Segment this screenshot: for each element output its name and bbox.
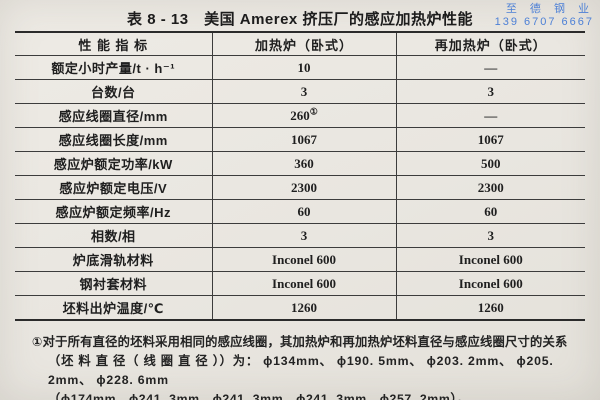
row-label: 感应炉额定电压/V xyxy=(15,175,212,200)
reheating-value: 3 xyxy=(395,79,585,104)
table-row: 感应线圈直径/mm 260① — xyxy=(15,103,585,128)
table-row: 炉底滑轨材料 Inconel 600 Inconel 600 xyxy=(15,247,585,272)
table-row: 额定小时产量/t · h⁻¹ 10 — xyxy=(15,55,585,80)
heating-value: Inconel 600 xyxy=(211,247,396,272)
performance-table: 性 能 指 标 加热炉（卧式） 再加热炉（卧式） 额定小时产量/t · h⁻¹ … xyxy=(15,31,585,321)
reheating-value: — xyxy=(395,103,585,128)
heating-value: 1067 xyxy=(211,127,396,152)
table-row: 台数/台 3 3 xyxy=(15,79,585,104)
heating-value: 1260 xyxy=(211,295,396,321)
heating-value: 3 xyxy=(211,79,396,104)
row-label: 感应炉额定频率/Hz xyxy=(15,199,212,224)
watermark: 至 德 钢 业 139 6707 6667 xyxy=(495,3,594,29)
table-row: 相数/相 3 3 xyxy=(15,223,585,248)
column-header-indicator: 性 能 指 标 xyxy=(15,31,212,56)
row-label: 钢衬套材料 xyxy=(15,271,212,296)
heating-value: 260① xyxy=(211,103,396,128)
watermark-phone-number: 139 6707 6667 xyxy=(494,16,594,28)
reheating-value: 500 xyxy=(395,151,585,176)
heating-value: 3 xyxy=(211,223,396,248)
row-label: 炉底滑轨材料 xyxy=(15,247,212,272)
table-title: 表 8 - 13 美国 Amerex 挤压厂的感应加热炉性能 xyxy=(127,11,473,28)
heating-value: 2300 xyxy=(211,175,396,200)
reheating-value: Inconel 600 xyxy=(395,271,585,296)
reheating-value: 60 xyxy=(395,199,585,224)
heating-value-text: 260 xyxy=(290,107,310,123)
reheating-value: 1260 xyxy=(395,295,585,321)
row-label: 感应炉额定功率/kW xyxy=(15,151,212,176)
heating-value: Inconel 600 xyxy=(211,271,396,296)
table-row: 钢衬套材料 Inconel 600 Inconel 600 xyxy=(15,271,585,296)
column-header-reheating-furnace: 再加热炉（卧式） xyxy=(395,31,585,56)
reheating-value: — xyxy=(395,55,585,80)
table-row: 感应炉额定功率/kW 360 500 xyxy=(15,151,585,176)
reheating-value: 3 xyxy=(395,223,585,248)
reheating-value: 1067 xyxy=(395,127,585,152)
row-label: 感应线圈长度/mm xyxy=(15,127,212,152)
column-header-heating-furnace: 加热炉（卧式） xyxy=(211,31,396,56)
footnote-line: ①对于所有直径的坯料采用相同的感应线圈，其加热炉和再加热炉坯料直径与感应线圈尺寸… xyxy=(32,335,568,349)
row-label: 感应线圈直径/mm xyxy=(15,103,212,128)
table-row: 感应线圈长度/mm 1067 1067 xyxy=(15,127,585,152)
table-row: 感应炉额定电压/V 2300 2300 xyxy=(15,175,585,200)
row-label: 台数/台 xyxy=(15,79,212,104)
table-row: 坯料出炉温度/℃ 1260 1260 xyxy=(15,295,585,321)
table-row: 感应炉额定频率/Hz 60 60 xyxy=(15,199,585,224)
watermark-company-name: 至 德 钢 业 xyxy=(505,3,594,15)
heating-value: 360 xyxy=(211,151,396,176)
footnote-line: （坯 料 直 径（ 线 圈 直 径 ））为： ϕ134mm、 ϕ190. 5mm… xyxy=(48,354,554,387)
heating-value: 60 xyxy=(211,199,396,224)
footnote-line: （ϕ174mm、ϕ241. 3mm、ϕ241. 3mm、ϕ241. 3mm、ϕ2… xyxy=(48,392,471,400)
heating-value: 10 xyxy=(211,55,396,80)
row-label: 坯料出炉温度/℃ xyxy=(15,295,212,321)
reheating-value: 2300 xyxy=(395,175,585,200)
row-label: 额定小时产量/t · h⁻¹ xyxy=(15,55,212,80)
reheating-value: Inconel 600 xyxy=(395,247,585,272)
table-header-row: 性 能 指 标 加热炉（卧式） 再加热炉（卧式） xyxy=(15,31,585,56)
footnote: ①对于所有直径的坯料采用相同的感应线圈，其加热炉和再加热炉坯料直径与感应线圈尺寸… xyxy=(0,333,600,400)
footnote-reference-mark: ① xyxy=(309,106,318,117)
row-label: 相数/相 xyxy=(15,223,212,248)
